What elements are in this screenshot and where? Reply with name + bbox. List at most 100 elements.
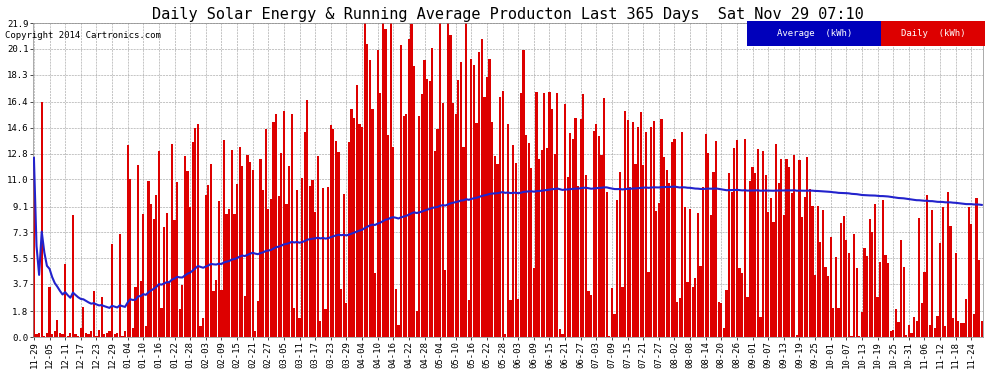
Bar <box>593 130 595 337</box>
Bar <box>705 134 707 337</box>
Bar <box>192 142 194 337</box>
Bar <box>171 144 173 337</box>
Bar <box>842 216 844 337</box>
Bar <box>478 53 480 337</box>
Bar <box>895 309 897 337</box>
Bar <box>887 262 889 337</box>
Bar <box>475 123 478 337</box>
Bar <box>207 185 210 337</box>
Bar <box>251 170 253 337</box>
Bar <box>449 36 451 337</box>
Bar <box>309 186 311 337</box>
Bar <box>457 80 459 337</box>
Bar <box>275 114 277 337</box>
Bar <box>536 92 538 337</box>
Bar <box>111 244 113 337</box>
Bar <box>967 207 970 337</box>
Bar <box>306 100 309 337</box>
Bar <box>376 50 379 337</box>
Bar <box>715 141 718 337</box>
Bar <box>424 60 426 337</box>
Bar <box>33 158 35 337</box>
Bar <box>234 214 236 337</box>
Bar <box>587 291 590 337</box>
Bar <box>754 173 756 337</box>
Bar <box>673 139 675 337</box>
Bar <box>598 136 600 337</box>
Bar <box>694 278 696 337</box>
Bar <box>960 323 962 337</box>
Bar <box>205 195 207 337</box>
Bar <box>507 124 509 337</box>
Bar <box>36 334 38 337</box>
Bar <box>934 328 936 337</box>
Bar <box>509 300 512 337</box>
Bar <box>911 333 913 337</box>
Bar <box>652 121 654 337</box>
Bar <box>939 243 941 337</box>
Bar <box>871 232 873 337</box>
Bar <box>277 196 280 337</box>
Bar <box>762 151 764 337</box>
Bar <box>85 333 87 337</box>
Bar <box>82 307 84 337</box>
Bar <box>494 156 496 337</box>
Bar <box>405 114 408 337</box>
Bar <box>528 143 530 337</box>
Bar <box>202 318 204 337</box>
Bar <box>699 266 702 337</box>
Bar <box>322 188 324 337</box>
Bar <box>368 60 371 337</box>
Bar <box>897 322 900 337</box>
Bar <box>657 203 660 337</box>
Bar <box>61 334 63 337</box>
Bar <box>710 215 712 337</box>
Bar <box>93 291 95 337</box>
Bar <box>544 93 545 337</box>
Bar <box>333 129 335 337</box>
Bar <box>900 240 902 337</box>
Bar <box>627 120 629 337</box>
Bar <box>239 147 241 337</box>
Bar <box>723 328 725 337</box>
Bar <box>905 335 908 337</box>
Bar <box>655 211 657 337</box>
Bar <box>442 103 444 337</box>
Bar <box>533 268 535 337</box>
Bar <box>739 267 741 337</box>
Bar <box>160 308 162 337</box>
Bar <box>432 48 434 337</box>
Bar <box>186 171 189 337</box>
Title: Daily Solar Energy & Running Average Producton Last 365 Days  Sat Nov 29 07:10: Daily Solar Energy & Running Average Pro… <box>151 7 863 22</box>
Bar <box>355 85 358 337</box>
Bar <box>64 264 66 337</box>
Text: Daily  (kWh): Daily (kWh) <box>901 29 965 38</box>
Bar <box>918 218 921 337</box>
Bar <box>379 93 381 337</box>
Bar <box>817 206 819 337</box>
Bar <box>908 325 910 337</box>
Bar <box>285 204 288 337</box>
Bar <box>74 334 76 337</box>
Bar <box>132 328 134 337</box>
Bar <box>830 237 832 337</box>
Bar <box>973 314 975 337</box>
Bar <box>176 182 178 337</box>
Bar <box>140 281 142 337</box>
Bar <box>569 133 571 337</box>
Bar <box>858 336 860 337</box>
Bar <box>978 260 980 337</box>
Bar <box>437 129 439 337</box>
Bar <box>692 287 694 337</box>
Bar <box>937 316 939 337</box>
Bar <box>304 132 306 337</box>
Bar <box>944 326 946 337</box>
Bar <box>791 194 793 337</box>
Bar <box>312 180 314 337</box>
Bar <box>780 159 782 337</box>
Bar <box>718 302 720 337</box>
Bar <box>157 151 160 337</box>
Bar <box>353 117 355 337</box>
Bar <box>770 198 772 337</box>
Bar <box>127 145 129 337</box>
